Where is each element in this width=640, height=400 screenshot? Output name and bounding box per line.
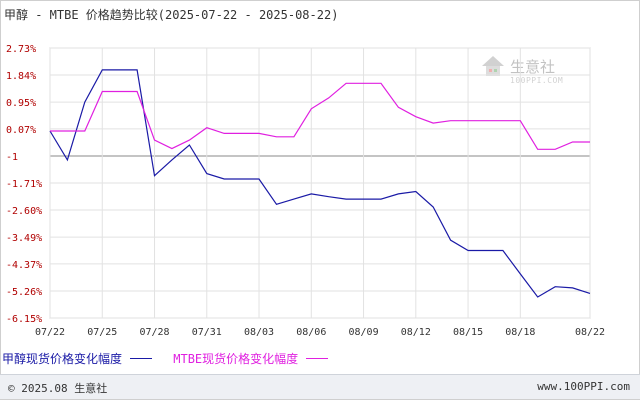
watermark-brand: 生意社 [510, 58, 556, 76]
legend-label-mtbe: MTBE现货价格变化幅度 [173, 352, 299, 366]
y-tick-label: 1.84% [6, 71, 36, 82]
legend-item-mtbe: MTBE现货价格变化幅度 [173, 350, 329, 367]
watermark-site: 100PPI.COM [510, 76, 564, 85]
y-tick-label: -1.71% [6, 179, 42, 190]
x-tick-label: 08/22 [575, 327, 605, 338]
y-tick-label: -4.37% [6, 260, 42, 271]
house-logo-icon [482, 56, 504, 76]
legend: 甲醇现货价格变化幅度 MTBE现货价格变化幅度 [2, 350, 342, 367]
x-tick-label: 08/12 [401, 327, 431, 338]
line-chart: 2.73% 1.84% 0.95% 0.07% -1 -1.71% -2.60% -3.49%… [6, 44, 605, 338]
y-tick-label: -1 [6, 152, 18, 163]
legend-swatch-methanol [130, 358, 153, 359]
legend-label-methanol: 甲醇现货价格变化幅度 [2, 352, 123, 366]
footer: © 2025.08 生意社 www.100PPI.com [0, 374, 640, 399]
chart-title: 甲醇 - MTBE 价格趋势比较(2025-07-22 - 2025-08-22… [4, 8, 339, 22]
y-tick-label: -5.26% [6, 287, 42, 298]
x-tick-label: 07/31 [192, 327, 222, 338]
y-tick-label: -3.49% [6, 233, 42, 244]
legend-swatch-mtbe [306, 358, 329, 359]
x-tick-label: 08/15 [453, 327, 483, 338]
watermark: 生意社 100PPI.COM [480, 54, 580, 94]
x-tick-label: 08/09 [348, 327, 378, 338]
footer-copyright: © 2025.08 生意社 [8, 382, 108, 395]
x-tick-label: 08/06 [296, 327, 326, 338]
y-tick-label: 0.07% [6, 125, 36, 136]
y-tick-label: 2.73% [6, 44, 36, 55]
x-tick-label: 07/28 [139, 327, 169, 338]
x-tick-label: 07/25 [87, 327, 117, 338]
x-tick-label: 08/03 [244, 327, 274, 338]
legend-item-methanol: 甲醇现货价格变化幅度 [2, 350, 153, 367]
x-tick-label: 08/18 [505, 327, 535, 338]
y-tick-label: -6.15% [6, 314, 42, 325]
series-line-methanol [49, 69, 591, 298]
y-tick-label: 0.95% [6, 98, 36, 109]
footer-site-link[interactable]: www.100PPI.com [537, 380, 630, 393]
series-line-mtbe [50, 82, 590, 150]
x-tick-label: 07/22 [35, 327, 65, 338]
y-tick-label: -2.60% [6, 206, 42, 217]
